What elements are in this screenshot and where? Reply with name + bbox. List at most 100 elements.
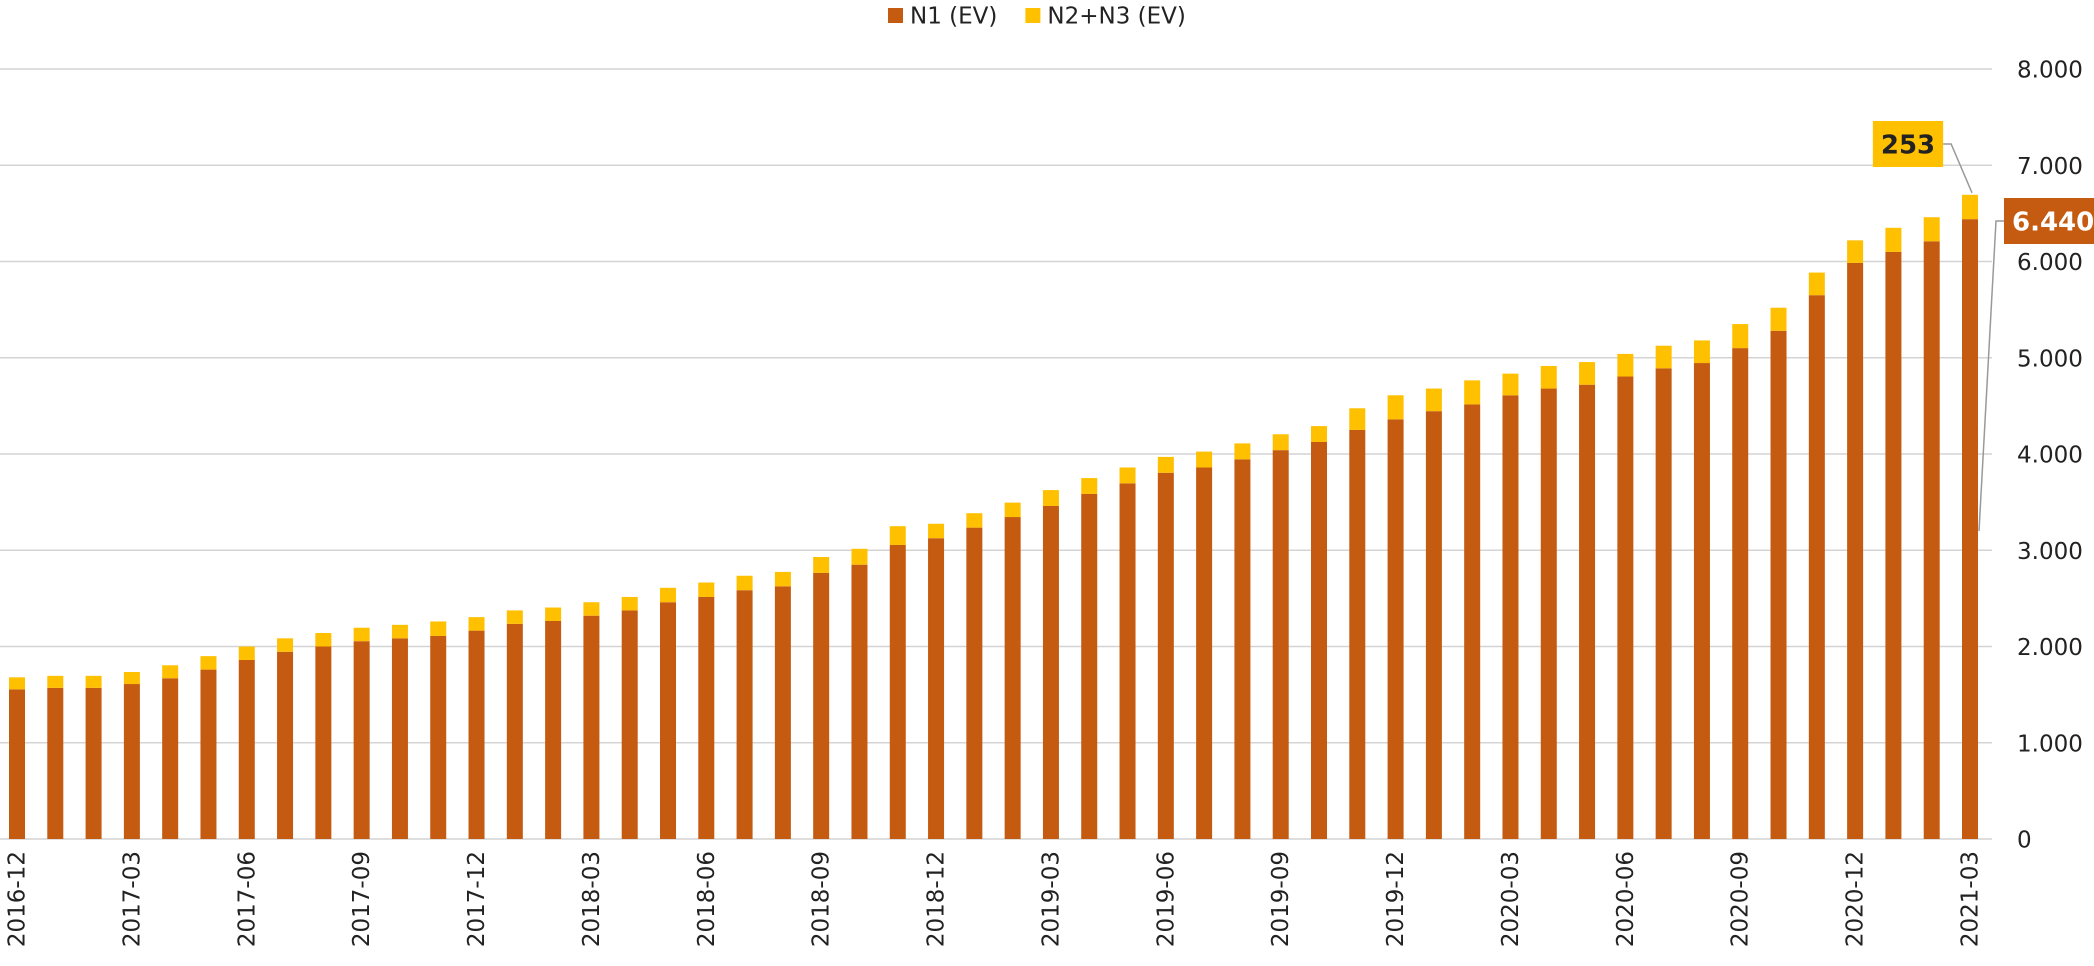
bar-segment [353,627,370,642]
bar-segment [315,646,332,839]
bar-segment [1808,272,1825,296]
bar-segment [9,677,25,690]
y-tick-label: 2.000 [2017,635,2083,661]
bar-segment [1234,459,1251,839]
bar-segment [430,635,447,839]
bar-segment [1923,241,1940,840]
y-tick-label: 4.000 [2017,443,2083,469]
x-tick-label: 2017-12 [464,851,490,947]
y-tick-label: 5.000 [2017,346,2083,372]
bar-segment [660,602,676,839]
data-label-box [1872,121,1944,167]
bar-segment [1770,330,1787,839]
bar-segment [277,638,294,652]
bar-segment [1311,426,1327,442]
data-label-box [2004,198,2094,244]
x-tick-label: 2019-12 [1383,851,1409,947]
bar-segment [698,596,715,839]
x-tick-label: 2020-06 [1613,851,1639,947]
bar-segment [774,586,791,839]
leader-line [1978,220,2004,532]
legend-swatch [888,8,903,23]
x-tick-label: 2018-06 [694,851,720,947]
bar-segment [506,623,523,839]
bar-segment [1004,517,1021,839]
bar-segment [1655,368,1672,839]
bar-segment [621,610,638,839]
bar-segment [851,564,868,839]
bar-segment [1732,324,1749,349]
bar-segment [1272,434,1289,451]
bar-segment [1770,307,1787,331]
x-tick-label: 2019-06 [1153,851,1179,947]
legend-swatch [1025,8,1041,23]
bar-segment [928,523,945,539]
bar-segment [1387,419,1404,839]
bar-segment [1502,373,1519,396]
bar-segment [200,656,217,670]
bar-segment [1349,408,1366,430]
bar-segment [277,651,294,839]
bar-segment [545,607,562,621]
bar-segment [1234,443,1251,460]
bar-segment [1464,404,1481,839]
bar-segment [1004,502,1021,518]
bar-segment [1042,490,1059,506]
bar-segment [736,590,753,839]
bar-segment [1579,384,1596,839]
bar-segment [1847,240,1864,263]
bar-segment [1732,348,1749,839]
bar-segment [162,678,179,839]
bar-segment [506,610,523,624]
bar-segment [238,646,255,660]
bar-segment [1157,472,1174,839]
bar-segment [315,633,332,647]
bar-segment [391,624,408,639]
bar-segment [1502,395,1519,839]
bar-segment [430,621,447,636]
x-tick-label: 2018-12 [924,851,950,947]
bar-segment [123,672,140,685]
bar-segment [1962,194,1978,220]
bar-segment [1617,376,1634,839]
bar-segment [1081,493,1098,839]
bar-segment [1196,467,1213,839]
bar-segment [621,596,638,611]
bar-segment [1425,411,1442,839]
bar-segment [1962,219,1978,839]
bar-segment [1157,456,1174,473]
bar-segment [966,527,983,839]
bar-segment [1655,345,1672,369]
bar-segment [85,675,102,688]
bar-segment [1540,365,1557,389]
bar-segment [353,641,370,839]
bar-segment [889,544,906,839]
x-tick-label: 2020-12 [1843,851,1869,947]
x-tick-label: 2018-09 [809,851,835,947]
x-tick-label: 2017-09 [349,851,375,947]
bar-segment [47,687,64,839]
bar-segment [1847,262,1864,840]
data-label: 253 [1881,131,1935,161]
bar-segment [813,572,830,839]
bar-segment [1119,483,1136,839]
bar-segment [583,602,600,616]
bar-segment [238,659,255,839]
bar-segment [200,669,217,839]
bar-segment [851,548,868,565]
x-tick-label: 2017-06 [234,851,260,947]
x-tick-label: 2018-03 [579,851,605,947]
bar-segment [583,615,600,839]
bar-segment [1119,467,1136,484]
bar-segment [1885,227,1902,252]
bar-segment [1387,395,1404,420]
bar-segment [85,687,102,839]
bar-segment [736,575,753,591]
legend-label: N1 (EV) [910,4,997,30]
data-label: 6.440 [2012,208,2094,238]
bar-segment [966,513,983,528]
x-tick-label: 2016-12 [5,851,31,947]
bar-segment [813,556,830,573]
x-tick-label: 2020-03 [1498,851,1524,947]
